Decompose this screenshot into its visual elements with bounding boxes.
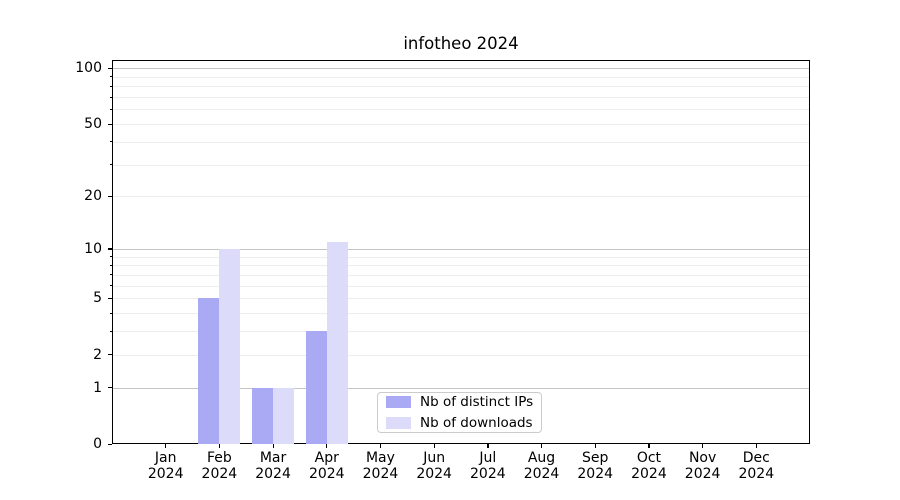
y-tick-mark — [107, 248, 112, 250]
y-minor-tick-mark — [109, 85, 112, 87]
gridline-minor — [113, 256, 809, 258]
gridline-minor — [113, 196, 809, 198]
legend-swatch-distinct-ips — [386, 396, 411, 408]
y-minor-tick-mark — [109, 108, 112, 110]
y-tick-mark — [107, 297, 112, 299]
y-tick-label: 2 — [93, 346, 102, 363]
bar — [305, 331, 327, 444]
x-tick-label: Apr 2024 — [308, 450, 345, 482]
bar — [219, 248, 241, 444]
chart-title: infotheo 2024 — [403, 34, 519, 53]
x-tick-mark — [379, 444, 382, 448]
gridline-minor — [113, 298, 809, 300]
bar — [252, 387, 274, 444]
x-tick-label: Sep 2024 — [577, 450, 614, 482]
x-tick-label: Dec 2024 — [738, 450, 775, 482]
gridline-minor — [113, 86, 809, 88]
bar — [198, 298, 220, 444]
gridline-minor — [113, 76, 809, 78]
gridline-minor — [113, 313, 809, 315]
y-minor-tick-mark — [109, 330, 112, 332]
x-tick-label: May 2024 — [362, 450, 399, 482]
x-tick-label: Jan 2024 — [147, 450, 184, 482]
x-tick-label: Nov 2024 — [684, 450, 721, 482]
gridline-minor — [113, 164, 809, 166]
gridline-major — [113, 248, 809, 250]
gridline-minor — [113, 109, 809, 111]
x-tick-label: Oct 2024 — [631, 450, 667, 482]
y-tick-label: 0 — [93, 436, 102, 452]
x-tick-mark — [541, 444, 543, 448]
x-tick-mark — [648, 444, 650, 448]
x-tick-mark — [272, 444, 274, 448]
legend-item-distinct-ips: Nb of distinct IPs — [386, 394, 541, 410]
x-tick-label: Feb 2024 — [201, 450, 238, 482]
x-tick-mark — [326, 444, 328, 448]
bar — [273, 387, 295, 444]
y-minor-tick-mark — [109, 76, 112, 78]
gridline-minor — [113, 124, 809, 126]
x-tick-label: Mar 2024 — [255, 450, 291, 482]
y-tick-mark — [107, 387, 112, 389]
x-tick-mark — [702, 444, 704, 448]
gridline-minor — [113, 331, 809, 333]
gridline-major — [113, 68, 809, 70]
legend-label-distinct-ips: Nb of distinct IPs — [420, 394, 534, 410]
y-tick-mark — [107, 67, 112, 70]
x-tick-mark — [487, 444, 489, 448]
bar — [326, 241, 348, 444]
legend: Nb of distinct IPs Nb of downloads — [377, 392, 542, 433]
y-minor-tick-mark — [109, 312, 112, 314]
y-minor-tick-mark — [109, 96, 112, 98]
x-tick-label: Aug 2024 — [523, 450, 560, 482]
gridline-minor — [113, 97, 809, 99]
y-tick-mark — [107, 354, 112, 356]
gridline-minor — [113, 285, 809, 287]
y-tick-label: 5 — [93, 290, 102, 307]
plot-area — [112, 60, 810, 444]
y-minor-tick-mark — [109, 141, 112, 143]
y-tick-mark — [107, 443, 112, 445]
x-tick-mark — [433, 444, 435, 448]
gridline-major — [113, 387, 809, 389]
y-minor-tick-mark — [109, 264, 112, 266]
gridline-minor — [113, 265, 809, 267]
y-tick-label: 100 — [75, 60, 102, 77]
y-minor-tick-mark — [109, 274, 112, 276]
y-minor-tick-mark — [109, 256, 112, 258]
y-tick-mark — [107, 195, 112, 197]
y-tick-mark — [107, 123, 112, 125]
y-minor-tick-mark — [109, 285, 112, 287]
gridline-minor — [113, 141, 809, 143]
x-tick-mark — [594, 444, 596, 448]
legend-item-downloads: Nb of downloads — [386, 415, 541, 431]
y-tick-label: 10 — [84, 240, 102, 257]
x-tick-label: Jul 2024 — [470, 450, 506, 482]
y-tick-label: 1 — [93, 379, 102, 396]
x-tick-mark — [165, 444, 167, 448]
y-minor-tick-mark — [109, 164, 112, 166]
x-tick-label: Jun 2024 — [416, 450, 452, 482]
legend-label-downloads: Nb of downloads — [420, 415, 533, 431]
gridline-minor — [113, 354, 809, 356]
gridline-minor — [113, 274, 809, 276]
y-tick-label: 20 — [84, 188, 102, 205]
y-tick-label: 50 — [84, 116, 102, 133]
x-tick-mark — [218, 444, 221, 448]
x-tick-mark — [755, 444, 757, 448]
legend-swatch-downloads — [386, 417, 411, 429]
